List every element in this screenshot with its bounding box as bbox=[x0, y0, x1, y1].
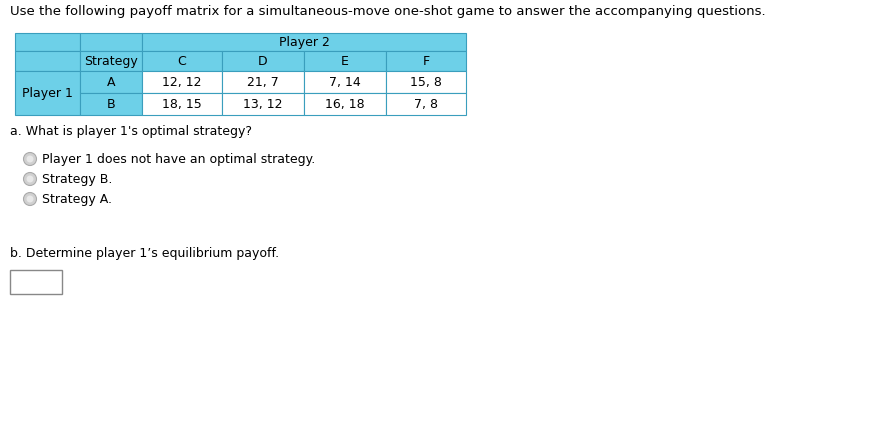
Bar bbox=[304, 71, 386, 93]
Bar bbox=[80, 93, 142, 115]
Text: Strategy A.: Strategy A. bbox=[42, 193, 112, 206]
Text: 16, 18: 16, 18 bbox=[325, 97, 365, 110]
Circle shape bbox=[27, 155, 34, 163]
Bar bbox=[80, 51, 142, 71]
Text: 7, 8: 7, 8 bbox=[414, 97, 438, 110]
Text: Strategy: Strategy bbox=[84, 54, 138, 67]
Bar bbox=[304, 93, 386, 115]
Text: 21, 7: 21, 7 bbox=[247, 75, 279, 89]
Text: b. Determine player 1’s equilibrium payoff.: b. Determine player 1’s equilibrium payo… bbox=[10, 248, 280, 260]
Bar bbox=[15, 33, 80, 51]
Text: a. What is player 1's optimal strategy?: a. What is player 1's optimal strategy? bbox=[10, 124, 252, 137]
Text: C: C bbox=[178, 54, 187, 67]
Text: D: D bbox=[258, 54, 268, 67]
Text: Use the following payoff matrix for a simultaneous-move one-shot game to answer : Use the following payoff matrix for a si… bbox=[10, 4, 765, 18]
Circle shape bbox=[27, 195, 34, 202]
Text: Player 2: Player 2 bbox=[279, 35, 330, 48]
Text: Player 1: Player 1 bbox=[22, 86, 73, 100]
Circle shape bbox=[23, 152, 37, 166]
Bar bbox=[10, 270, 62, 294]
Bar bbox=[222, 93, 304, 115]
Bar bbox=[142, 33, 466, 51]
Text: Player 1 does not have an optimal strategy.: Player 1 does not have an optimal strate… bbox=[42, 152, 315, 166]
Bar bbox=[142, 51, 222, 71]
Circle shape bbox=[23, 193, 37, 206]
Bar bbox=[304, 51, 386, 71]
Bar bbox=[142, 93, 222, 115]
Text: 12, 12: 12, 12 bbox=[163, 75, 202, 89]
Text: 18, 15: 18, 15 bbox=[163, 97, 202, 110]
Text: 15, 8: 15, 8 bbox=[410, 75, 442, 89]
Bar bbox=[386, 93, 466, 115]
Bar bbox=[15, 71, 80, 115]
Circle shape bbox=[27, 175, 34, 183]
Bar bbox=[80, 33, 142, 51]
Bar bbox=[222, 51, 304, 71]
Bar bbox=[222, 71, 304, 93]
Text: 7, 14: 7, 14 bbox=[330, 75, 361, 89]
Circle shape bbox=[23, 172, 37, 186]
Text: 13, 12: 13, 12 bbox=[243, 97, 283, 110]
Text: A: A bbox=[107, 75, 115, 89]
Text: Strategy B.: Strategy B. bbox=[42, 172, 113, 186]
Text: B: B bbox=[106, 97, 115, 110]
Text: F: F bbox=[422, 54, 430, 67]
Bar bbox=[386, 51, 466, 71]
Text: E: E bbox=[341, 54, 349, 67]
Bar bbox=[386, 71, 466, 93]
Bar bbox=[142, 71, 222, 93]
Bar bbox=[15, 51, 80, 71]
Bar bbox=[80, 71, 142, 93]
